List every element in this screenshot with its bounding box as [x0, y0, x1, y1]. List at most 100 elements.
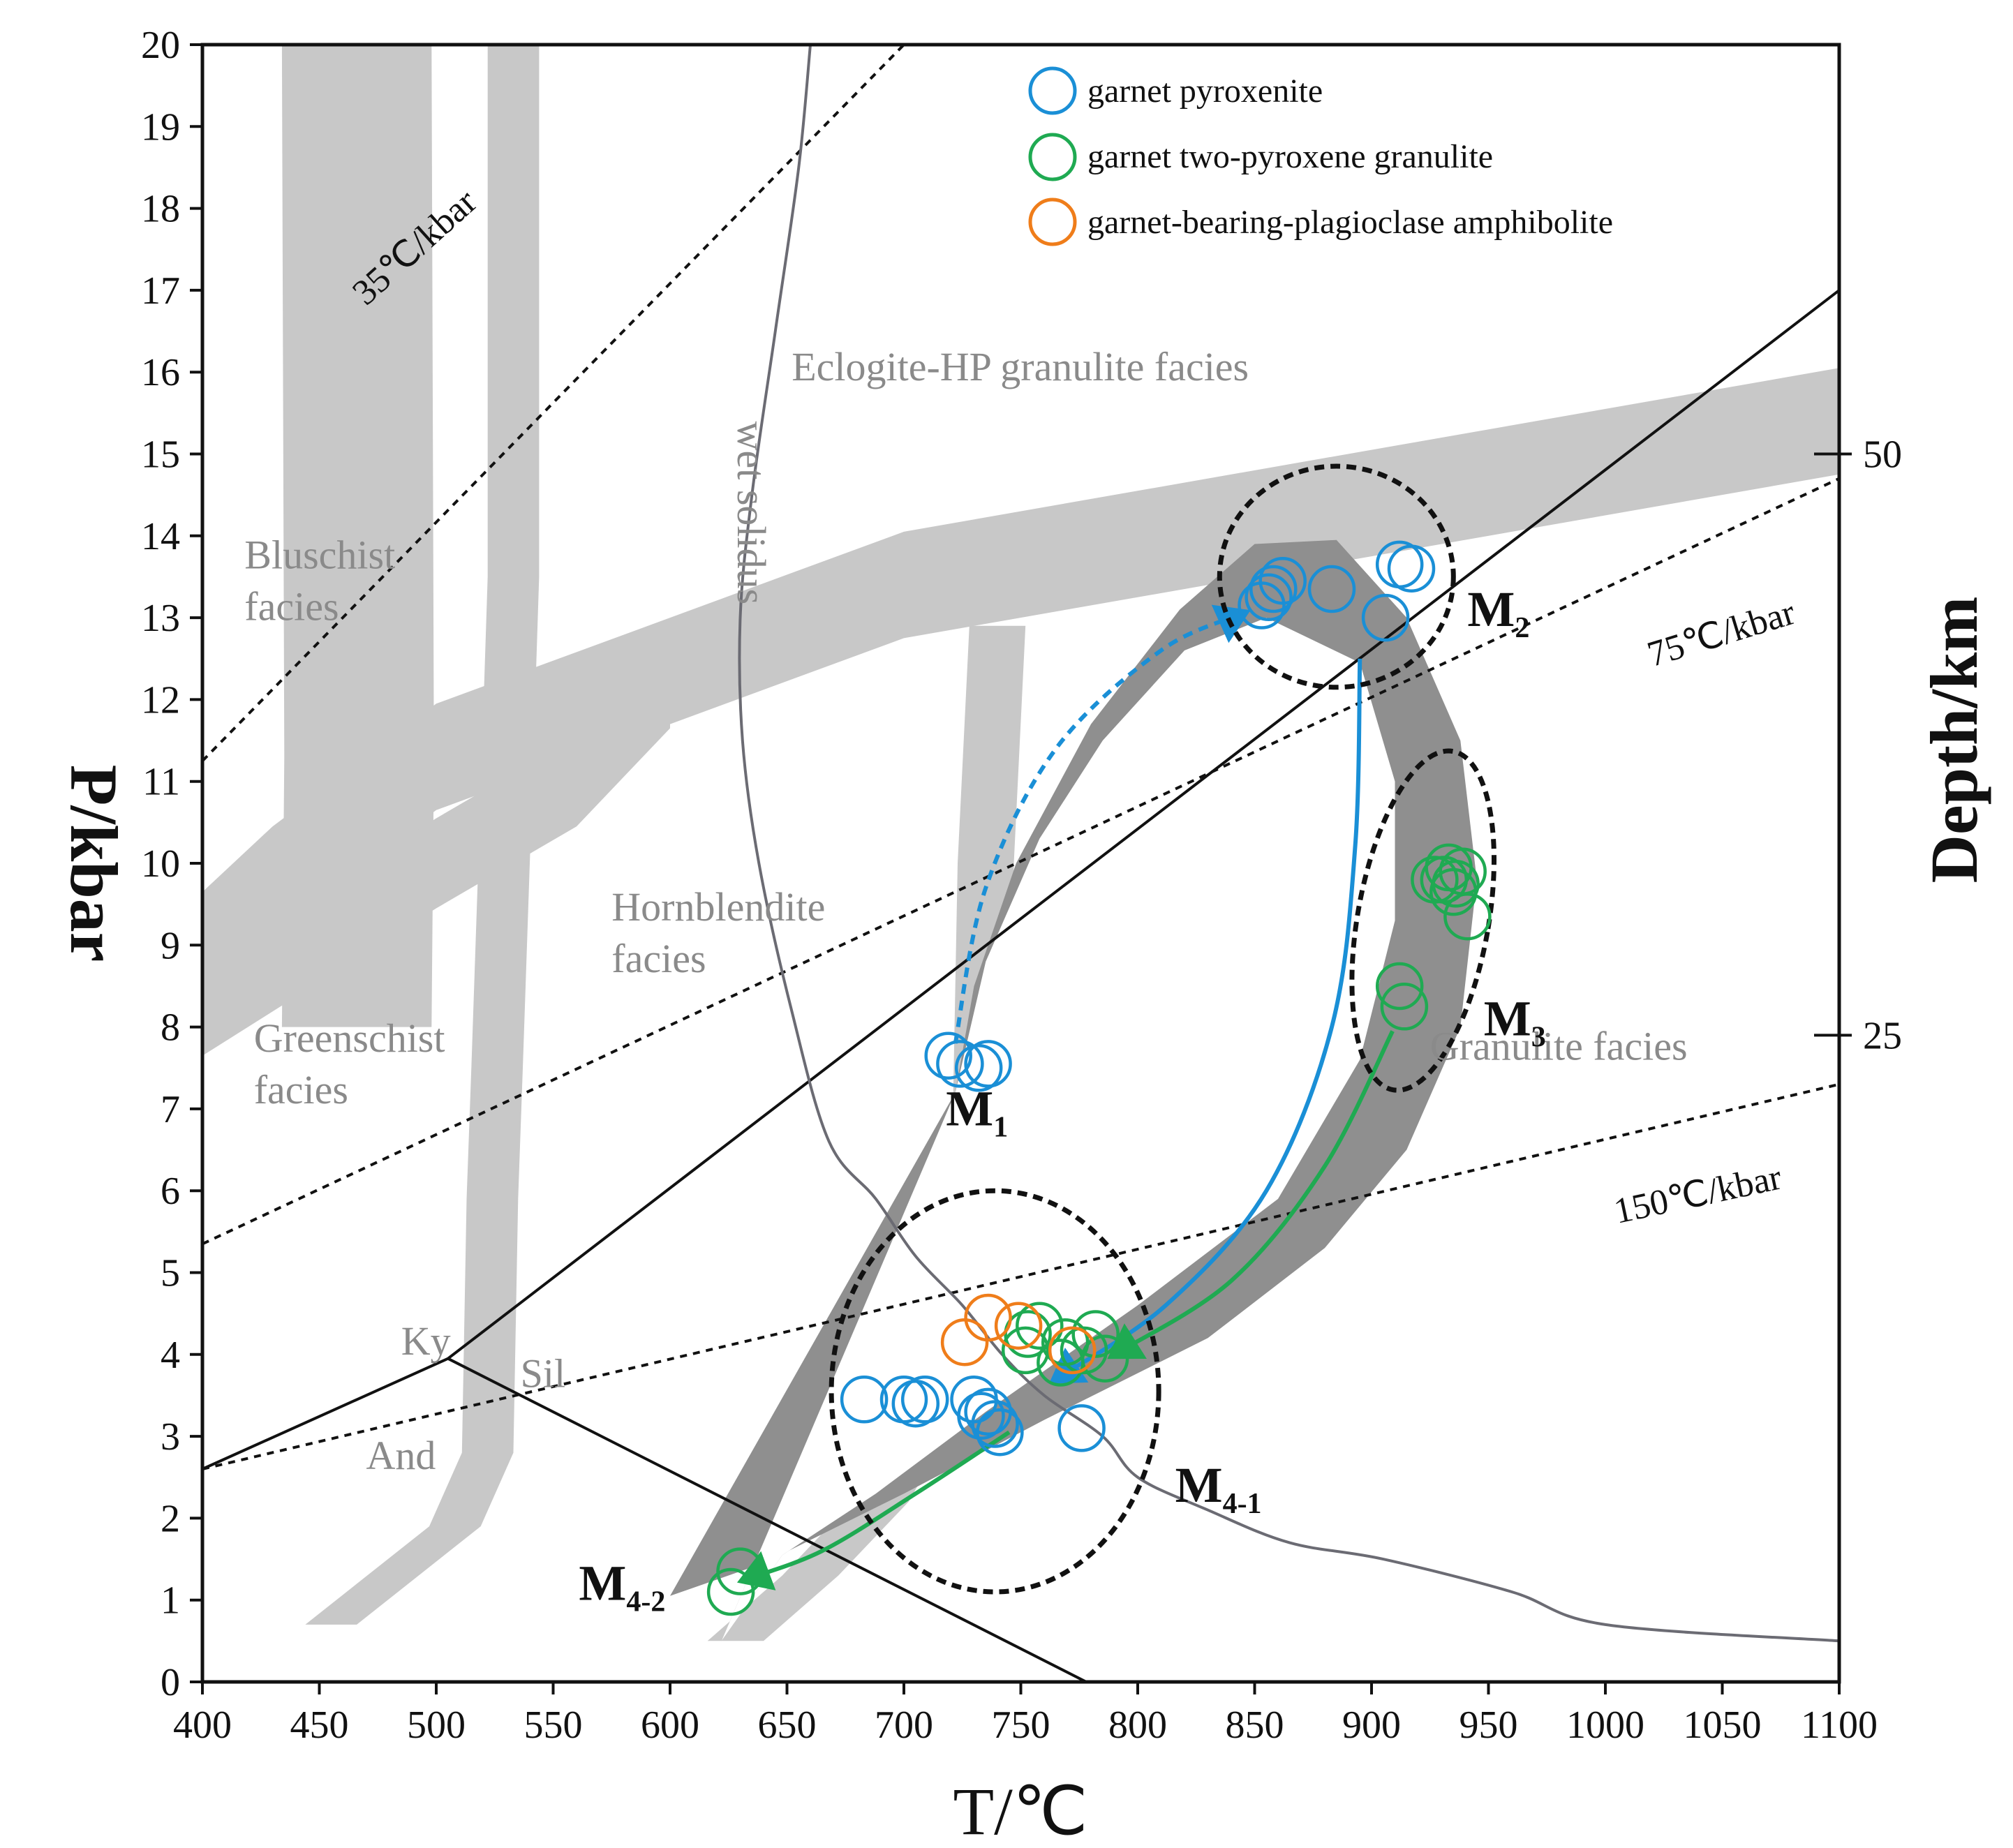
reaction-line-ky-and	[447, 1357, 1087, 1682]
facies-label-1-1: facies	[244, 584, 339, 629]
x-tick-label-1000: 1000	[1566, 1704, 1644, 1747]
x-tick-label-950: 950	[1459, 1704, 1518, 1747]
geotherm-label-2: 150℃/kbar	[1610, 1158, 1785, 1232]
data-point-series1-7	[1375, 962, 1424, 1011]
geotherm-label-1: 75℃/kbar	[1643, 593, 1799, 675]
data-point-series0-0	[924, 1031, 972, 1080]
data-point-series1-16	[1080, 1334, 1129, 1383]
data-point-series2-1	[964, 1293, 1012, 1342]
data-point-series0-21	[1057, 1404, 1106, 1452]
stage-label-m4-1: M4-1	[1175, 1457, 1262, 1520]
wet-solidus-label: wet solidus	[729, 422, 774, 605]
facies-label-3-0: Greenschist	[254, 1015, 445, 1061]
y-tick-label-19: 19	[141, 105, 180, 149]
data-point-series0-6	[1249, 565, 1298, 613]
pt-band-hole	[721, 618, 1395, 1641]
axes: 400 450 500 550 600 650 700 750 800 850 900 950 1000…	[141, 24, 1902, 1747]
x-tick-label-550: 550	[524, 1704, 583, 1747]
y-tick-label-3: 3	[161, 1415, 180, 1459]
y2-axis-title: Depth/km	[1917, 597, 1991, 884]
legend-marker-granulite	[1028, 133, 1077, 181]
y-tick-label-17: 17	[141, 269, 180, 313]
x-tick-label-600: 600	[641, 1704, 699, 1747]
data-point-series1-4	[1443, 892, 1492, 941]
facies-label-1-0: Bluschist	[244, 532, 395, 578]
data-points	[706, 540, 1492, 1616]
legend-marker-amphibolite	[1028, 198, 1077, 246]
y-tick-label-12: 12	[141, 678, 180, 722]
facies-label-4-0: Granulite facies	[1430, 1024, 1688, 1069]
y-tick-label-5: 5	[161, 1252, 180, 1295]
pt-path-arrow-0	[953, 604, 1251, 1044]
y-tick-label-1: 1	[161, 1579, 180, 1623]
x-tick-label-500: 500	[407, 1704, 466, 1747]
data-point-series1-9	[1001, 1326, 1050, 1375]
legend-label-pyroxenite: garnet pyroxenite	[1087, 73, 1323, 110]
data-point-series1-6	[1411, 856, 1459, 904]
data-point-series1-17	[716, 1547, 764, 1595]
pt-path-band	[670, 539, 1477, 1641]
facies-label-3-1: facies	[254, 1067, 348, 1112]
y-tick-label-15: 15	[141, 433, 180, 477]
facies-label-2-0: Hornblendite	[611, 884, 825, 930]
data-point-series1-18	[706, 1567, 755, 1616]
geotherm-line-0	[202, 45, 905, 762]
x-tick-label-1100: 1100	[1801, 1704, 1878, 1747]
data-point-series0-3	[964, 1040, 1012, 1088]
stage-ellipse-m4-1	[829, 1188, 1161, 1595]
legend-marker-pyroxenite	[1028, 66, 1077, 115]
stage-label-m2: M2	[1467, 581, 1529, 644]
x-tick-label-800: 800	[1108, 1704, 1167, 1747]
data-point-series0-1	[936, 1040, 984, 1088]
legend-label-amphibolite: garnet-bearing-plagioclase amphibolite	[1087, 204, 1613, 241]
pt-path-arrow-3	[736, 1430, 1011, 1590]
x-tick-label-900: 900	[1342, 1704, 1401, 1747]
wet-solidus-curve	[738, 45, 1839, 1643]
stage-label-m1: M1	[946, 1080, 1008, 1143]
data-point-series1-10	[1004, 1310, 1052, 1358]
y-tick-label-16: 16	[141, 351, 180, 394]
mineral-label-ky: Ky	[401, 1318, 451, 1364]
pt-path-arrow-2	[1107, 1030, 1395, 1359]
pt-paths	[736, 604, 1395, 1590]
data-point-series0-8	[1307, 565, 1356, 613]
x-tick-label-650: 650	[758, 1704, 817, 1747]
data-point-series2-3	[1048, 1326, 1097, 1375]
y-tick-label-2: 2	[161, 1497, 180, 1540]
reaction-and-geotherm-lines	[202, 45, 1839, 1682]
legend: garnet pyroxenite garnet two-pyroxene gr…	[1028, 66, 1613, 246]
mineral-label-and: And	[366, 1433, 436, 1478]
data-point-series0-15	[900, 1376, 949, 1424]
legend-label-granulite: garnet two-pyroxene granulite	[1087, 138, 1493, 175]
y-tick-label-10: 10	[141, 842, 180, 886]
y2-tick-label-25: 25	[1863, 1014, 1902, 1057]
pt-path-arrow-1	[1048, 658, 1362, 1384]
data-point-series0-19	[971, 1400, 1019, 1448]
geotherm-line-2	[202, 1082, 1839, 1470]
data-point-series0-11	[1387, 544, 1436, 593]
y-tick-label-6: 6	[161, 1170, 180, 1213]
y-tick-label-14: 14	[141, 515, 180, 558]
y-tick-label-9: 9	[161, 924, 180, 967]
data-point-series0-2	[954, 1044, 1003, 1092]
data-point-series0-20	[976, 1408, 1024, 1456]
y-tick-label-7: 7	[161, 1088, 180, 1131]
y-tick-label-20: 20	[141, 24, 180, 67]
y-tick-label-0: 0	[161, 1661, 180, 1704]
stage-label-m4-2: M4-2	[579, 1556, 665, 1618]
x-tick-label-700: 700	[875, 1704, 933, 1747]
data-point-series1-14	[1060, 1326, 1108, 1375]
geotherm-line-1	[202, 477, 1839, 1246]
data-point-series1-15	[1071, 1310, 1120, 1358]
facies-label-2-1: facies	[611, 936, 706, 981]
x-tick-label-450: 450	[290, 1704, 349, 1747]
data-point-series0-17	[957, 1392, 1005, 1440]
mineral-label-sil: Sil	[521, 1351, 566, 1396]
y-tick-label-13: 13	[141, 597, 180, 640]
y-tick-label-11: 11	[142, 761, 180, 804]
data-point-series0-12	[840, 1376, 889, 1424]
facies-band-bluschist-upper	[202, 368, 1839, 999]
data-point-series1-8	[1380, 983, 1429, 1031]
data-point-series0-9	[1361, 593, 1410, 642]
